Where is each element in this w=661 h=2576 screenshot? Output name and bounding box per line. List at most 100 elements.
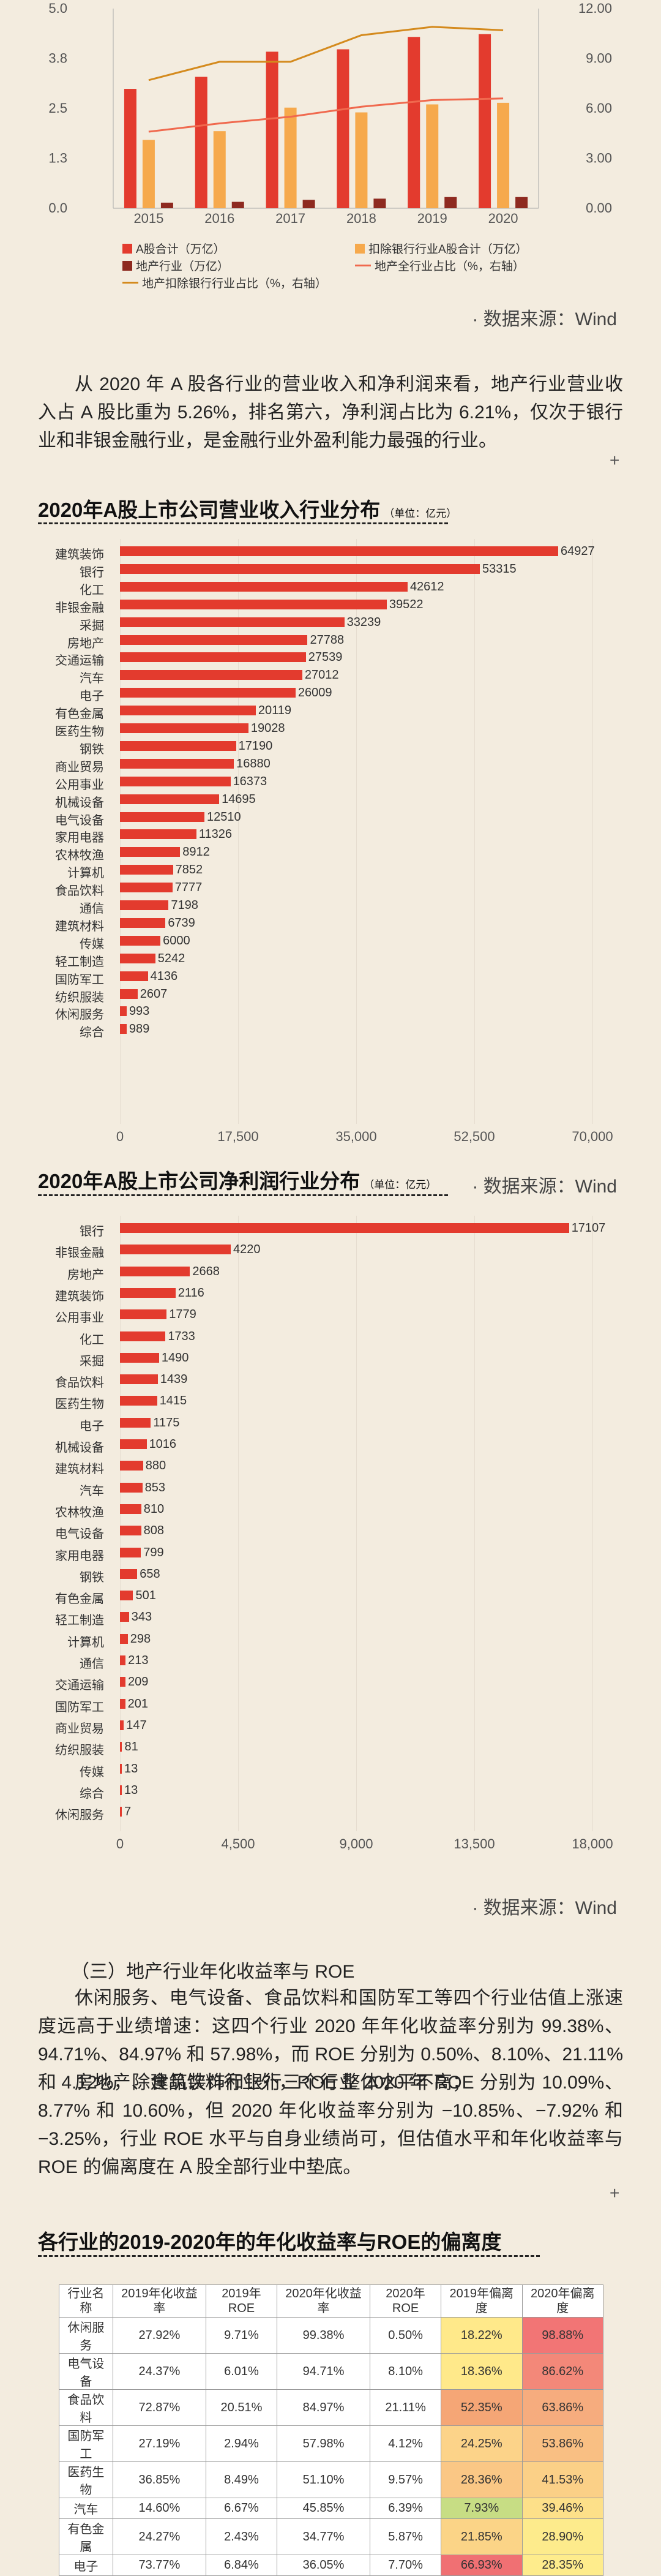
- category-label: 国防军工: [55, 1700, 104, 1714]
- category-label: 有色金属: [55, 707, 104, 721]
- bar: [120, 688, 296, 698]
- gridline: [474, 539, 475, 1124]
- gridline: [592, 539, 593, 1124]
- bar-2-2019: [426, 104, 439, 208]
- bar: [120, 1287, 176, 1298]
- category-label: 纺织服装: [55, 1744, 104, 1758]
- x-tick-label: 2015: [133, 211, 163, 226]
- y-tick-label: 5.0: [48, 1, 67, 16]
- bar: [120, 1742, 122, 1752]
- table-row: 食品饮料 72.87% 20.51% 84.97% 21.11% 52.35% 63.86%: [59, 2389, 603, 2426]
- bar: [120, 1633, 128, 1644]
- category-label: 建筑材料: [55, 919, 104, 933]
- category-label: 医药生物: [55, 725, 104, 739]
- value-label: 53315: [482, 562, 517, 576]
- value-label: 2116: [177, 1286, 204, 1300]
- chart3-title-underline: [38, 1194, 448, 1196]
- category-label: 电子: [80, 1419, 104, 1433]
- value-label: 8912: [182, 845, 210, 859]
- table-cell: 8.49%: [205, 2461, 277, 2498]
- x-tick-label: 17,500: [217, 1129, 259, 1144]
- x-tick-label: 2016: [204, 211, 234, 226]
- value-label: 81: [124, 1740, 138, 1754]
- table-cell: 45.85%: [276, 2498, 371, 2519]
- bar: [120, 1504, 141, 1514]
- table-cell: 99.38%: [276, 2317, 371, 2354]
- y2-tick-label: 6.00: [586, 100, 612, 116]
- table-cell: 2.94%: [205, 2425, 277, 2462]
- category-label: 国防军工: [55, 973, 104, 987]
- table-cell: 51.10%: [276, 2461, 371, 2498]
- table-cell: 8.10%: [370, 2353, 442, 2390]
- category-label: 电气设备: [55, 1527, 104, 1542]
- bar-1-2019: [444, 197, 457, 208]
- bar-0-2017: [266, 51, 278, 208]
- table-cell: 休闲服务: [59, 2317, 113, 2354]
- table-cell: 84.97%: [276, 2389, 371, 2426]
- category-label: 家用电器: [55, 831, 104, 845]
- table-cell: 24.25%: [441, 2425, 523, 2462]
- legend-property-ex-bank-share: 地产扣除银行行业占比（%，右轴）: [122, 274, 327, 291]
- table-cell: 汽车: [59, 2498, 113, 2519]
- bar: [120, 1677, 125, 1687]
- category-label: 交通运输: [55, 1679, 104, 1693]
- value-label: 853: [144, 1480, 165, 1494]
- legend-property: 地产行业（万亿）: [122, 257, 229, 274]
- bar: [120, 1655, 126, 1665]
- bar-1-2017: [302, 200, 315, 208]
- x-tick-label: 2017: [275, 211, 305, 226]
- table-row: 电气设备 24.37% 6.01% 94.71% 8.10% 18.36% 86.62%: [59, 2353, 603, 2390]
- bar: [120, 900, 169, 910]
- value-label: 33239: [346, 615, 381, 629]
- bar: [120, 652, 306, 663]
- value-label: 4136: [150, 969, 178, 983]
- value-label: 209: [127, 1675, 149, 1689]
- category-label: 休闲服务: [55, 1008, 104, 1022]
- table-row: 汽车 14.60% 6.67% 45.85% 6.39% 7.93% 39.46%: [59, 2498, 603, 2519]
- table-header-cell: 2019年化收益率: [112, 2284, 206, 2318]
- x-tick-label: 13,500: [454, 1836, 495, 1851]
- section3-paragraph-1: 休闲服务、电气设备、食品饮料和国防军工等四个行业估值上涨速度远高于业绩增速：这四…: [38, 1988, 623, 2093]
- value-label: 2668: [192, 1264, 220, 1278]
- value-label: 7852: [175, 863, 203, 877]
- value-label: 13: [124, 1783, 138, 1797]
- value-label: 7: [124, 1805, 132, 1819]
- category-label: 公用事业: [55, 1311, 104, 1325]
- table-header-cell: 2020年ROE: [370, 2284, 442, 2318]
- value-label: 880: [145, 1459, 166, 1473]
- value-label: 13: [124, 1761, 138, 1776]
- table-row: 有色金属 24.27% 2.43% 34.77% 5.87% 21.85% 28.90%: [59, 2518, 603, 2555]
- category-label: 商业贸易: [55, 1722, 104, 1736]
- gridline: [356, 539, 357, 1124]
- value-label: 16373: [233, 774, 267, 788]
- value-label: 64927: [561, 544, 595, 558]
- gridline: [120, 1216, 121, 1831]
- category-label: 有色金属: [55, 1592, 104, 1606]
- bar-1-2018: [373, 198, 386, 208]
- value-label: 501: [135, 1589, 156, 1603]
- value-label: 1733: [168, 1329, 195, 1343]
- value-label: 27012: [304, 668, 339, 682]
- table-cell: 0.50%: [370, 2317, 442, 2354]
- value-label: 6739: [168, 916, 195, 930]
- bar: [120, 1720, 124, 1730]
- gridline: [238, 539, 239, 1124]
- table-header-cell: 2020年化收益率: [276, 2284, 371, 2318]
- value-label: 658: [140, 1567, 160, 1581]
- category-label: 钢铁: [80, 1570, 104, 1584]
- gridline: [592, 1216, 593, 1831]
- table-cell: 52.35%: [441, 2389, 523, 2426]
- category-label: 食品饮料: [55, 1376, 104, 1390]
- bar: [120, 1461, 143, 1471]
- value-label: 1175: [153, 1415, 180, 1429]
- bar: [120, 1807, 122, 1817]
- category-label: 家用电器: [55, 1549, 104, 1563]
- bar: [120, 723, 248, 733]
- bar: [120, 1526, 141, 1536]
- x-tick-label: 0: [116, 1129, 124, 1144]
- table-cell: 7.70%: [370, 2555, 442, 2576]
- bar: [120, 1309, 167, 1320]
- legend-a-share: A股合计（万亿）: [122, 240, 225, 257]
- bar: [120, 1591, 133, 1601]
- table-cell: 41.53%: [521, 2461, 603, 2498]
